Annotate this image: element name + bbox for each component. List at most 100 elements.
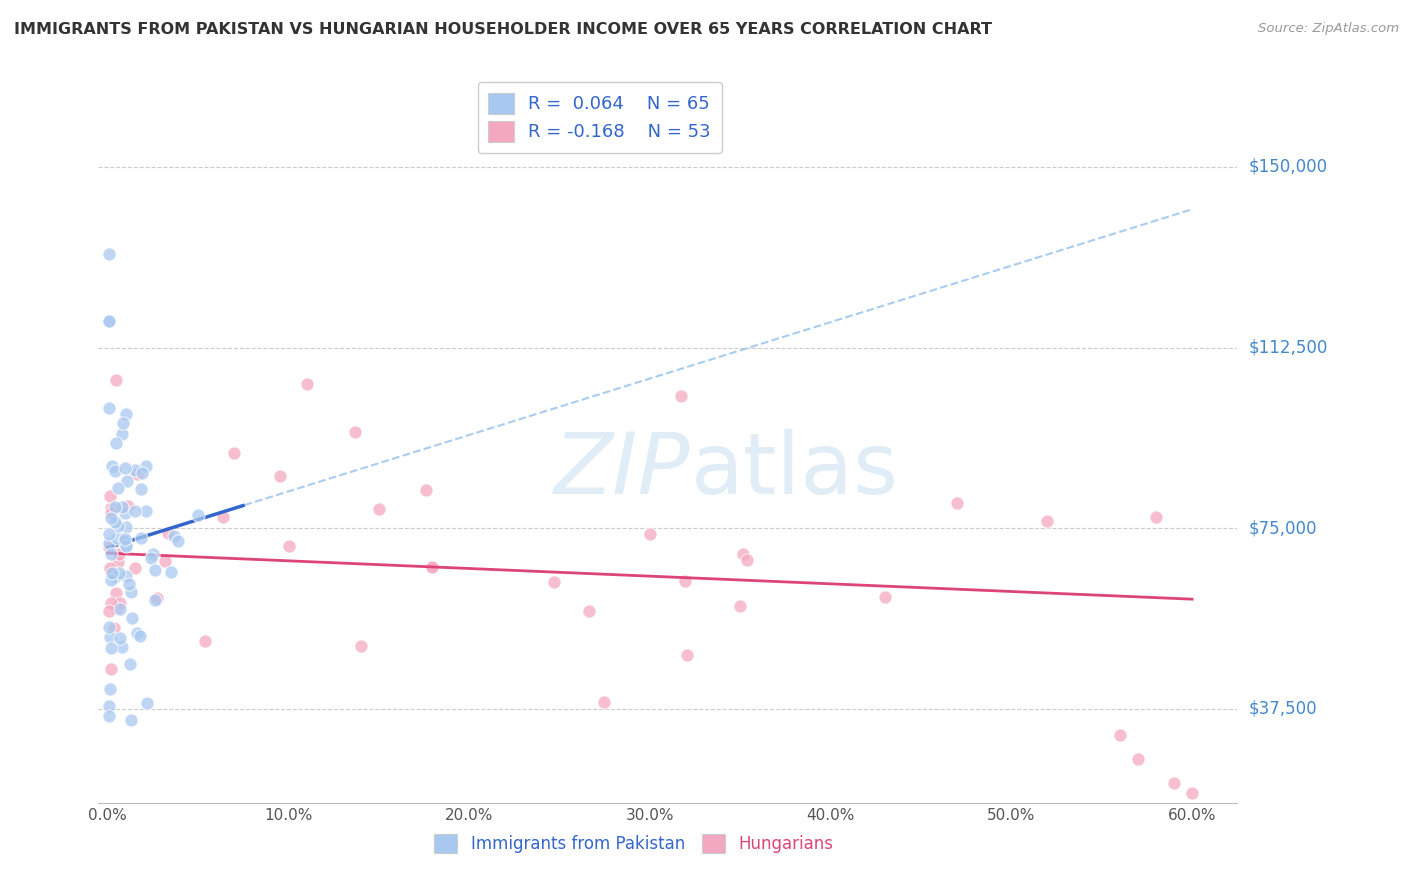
Point <box>873 590 896 604</box>
Point <box>143 563 166 577</box>
Point <box>124 561 146 575</box>
Point <box>120 584 142 599</box>
Point <box>1144 510 1167 524</box>
Point <box>120 657 142 671</box>
Point <box>129 629 152 643</box>
Point <box>139 550 162 565</box>
Point <box>224 446 246 460</box>
Point <box>125 467 148 481</box>
Point <box>115 474 138 488</box>
Text: atlas: atlas <box>690 429 898 512</box>
Point <box>111 500 134 514</box>
Point <box>108 566 131 581</box>
Point <box>112 416 135 430</box>
Point <box>100 630 122 644</box>
Point <box>100 507 122 521</box>
Point <box>107 519 129 533</box>
Point <box>98 536 121 550</box>
Point <box>343 425 366 439</box>
Point <box>1163 775 1185 789</box>
Point <box>104 516 127 530</box>
Point <box>115 539 138 553</box>
Point <box>159 565 181 579</box>
Point <box>368 502 391 516</box>
Text: ZIP: ZIP <box>554 429 690 512</box>
Point <box>105 373 128 387</box>
Point <box>124 504 146 518</box>
Point <box>415 483 437 497</box>
Point <box>115 519 138 533</box>
Legend: Immigrants from Pakistan, Hungarians: Immigrants from Pakistan, Hungarians <box>427 827 839 860</box>
Point <box>946 496 969 510</box>
Point <box>98 246 121 260</box>
Point <box>101 459 124 474</box>
Point <box>187 508 209 523</box>
Point <box>100 573 122 587</box>
Point <box>121 611 143 625</box>
Point <box>143 593 166 607</box>
Point <box>124 463 146 477</box>
Point <box>110 601 132 615</box>
Point <box>129 483 152 497</box>
Point <box>277 539 299 553</box>
Point <box>111 533 134 548</box>
Point <box>105 601 128 615</box>
Point <box>163 529 186 543</box>
Point <box>107 481 129 495</box>
Point <box>98 489 121 503</box>
Point <box>98 527 121 541</box>
Point <box>101 566 124 581</box>
Point <box>105 586 128 600</box>
Text: Source: ZipAtlas.com: Source: ZipAtlas.com <box>1258 22 1399 36</box>
Point <box>98 541 121 555</box>
Point <box>157 525 180 540</box>
Point <box>638 526 661 541</box>
Point <box>114 532 136 546</box>
Point <box>671 389 693 403</box>
Point <box>98 604 121 618</box>
Point <box>114 407 136 421</box>
Point <box>100 547 122 561</box>
Point <box>1126 752 1149 766</box>
Point <box>98 314 121 328</box>
Point <box>420 560 443 574</box>
Point <box>1181 786 1204 800</box>
Point <box>676 648 699 662</box>
Point <box>100 662 122 676</box>
Point <box>108 631 131 645</box>
Point <box>98 401 121 415</box>
Text: $112,500: $112,500 <box>1249 339 1327 357</box>
Point <box>733 547 755 561</box>
Point <box>295 376 318 391</box>
Point <box>104 569 127 583</box>
Point <box>107 547 129 561</box>
Point <box>100 596 122 610</box>
Point <box>735 552 758 566</box>
Point <box>98 699 121 714</box>
Point <box>211 510 233 524</box>
Point <box>129 531 152 545</box>
Point <box>98 681 121 696</box>
Point <box>114 538 136 552</box>
Point <box>142 547 165 561</box>
Point <box>125 626 148 640</box>
Point <box>98 709 121 723</box>
Point <box>111 427 134 442</box>
Text: $150,000: $150,000 <box>1249 158 1327 176</box>
Point <box>118 577 141 591</box>
Point <box>350 640 373 654</box>
Point <box>111 640 134 654</box>
Point <box>673 574 696 588</box>
Point <box>107 555 129 569</box>
Point <box>115 568 138 582</box>
Point <box>100 566 122 580</box>
Point <box>131 466 153 480</box>
Point <box>98 560 121 574</box>
Point <box>146 591 169 606</box>
Point <box>100 640 122 655</box>
Text: $37,500: $37,500 <box>1249 700 1317 718</box>
Point <box>112 534 135 549</box>
Point <box>420 560 443 574</box>
Point <box>110 596 132 610</box>
Point <box>194 634 217 648</box>
